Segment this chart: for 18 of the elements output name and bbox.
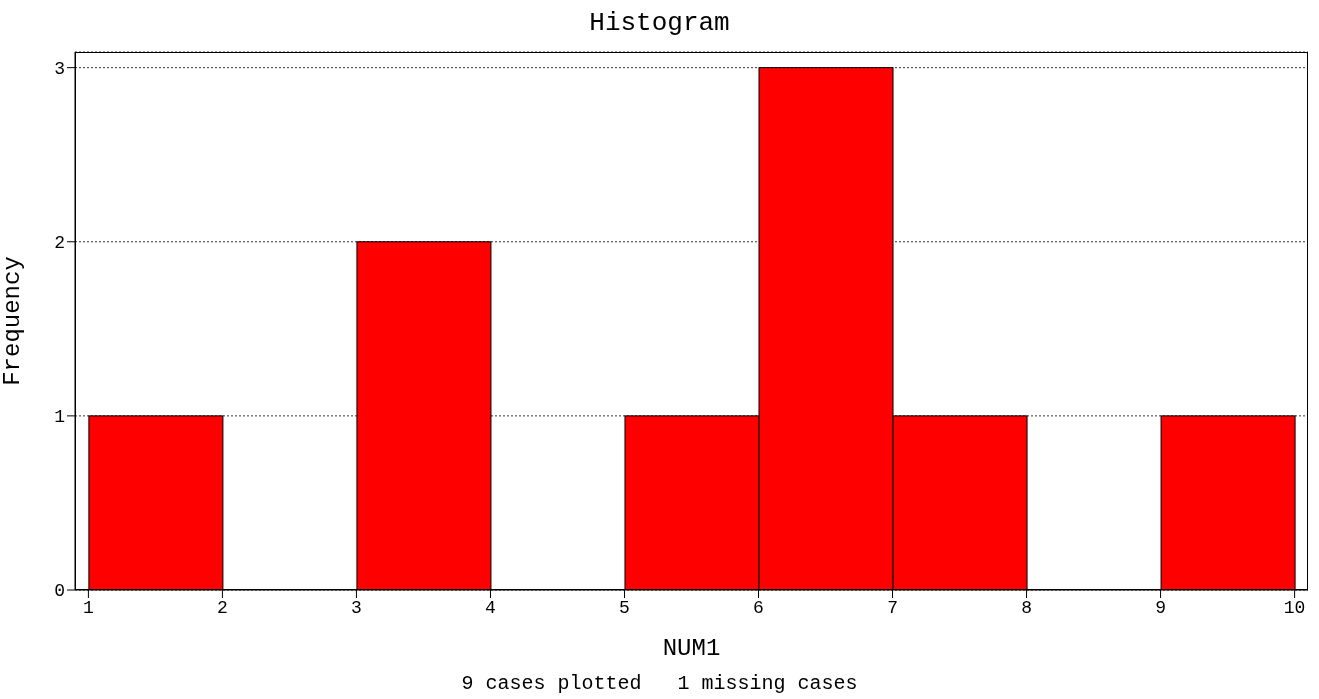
x-tick-label: 3 [351,597,362,618]
chart-title: Histogram [588,8,731,38]
y-tick-label: 1 [54,407,65,428]
y-tick-label: 2 [54,233,65,254]
x-tick-label: 1 [83,597,94,618]
x-tick-label: 7 [887,597,898,618]
x-tick-label: 9 [1155,597,1166,618]
x-tick-label: 5 [619,597,630,618]
x-axis-title: NUM1 [662,635,721,663]
x-tick-label: 10 [1283,597,1306,618]
x-tick-label: 6 [753,597,764,618]
x-tick-label: 4 [485,597,496,618]
y-tick-label: 0 [54,581,65,602]
x-tick-label: 8 [1021,597,1032,618]
text: 9 cases plotted 1 missing cases [460,672,859,695]
y-axis-title: Frequency [0,256,26,386]
y-tick-label: 3 [54,59,65,80]
x-tick-label: 2 [217,597,228,618]
